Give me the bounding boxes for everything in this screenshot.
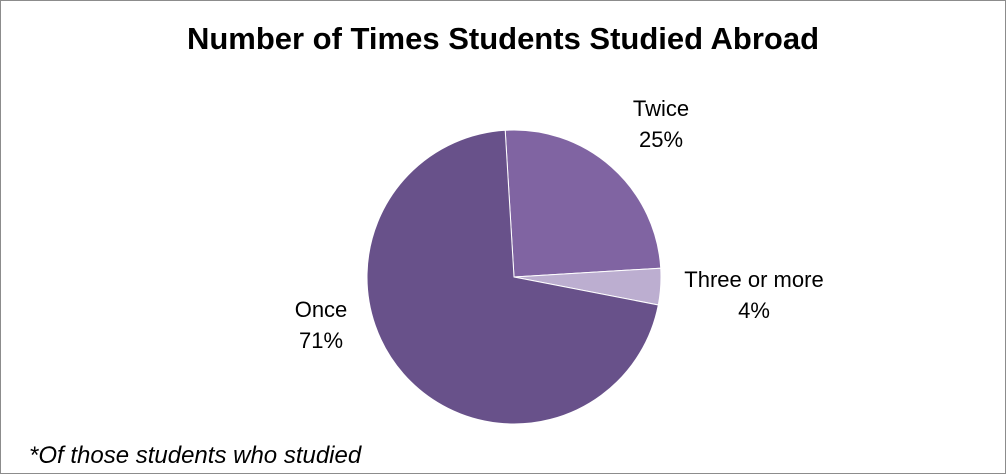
slice-value: 71% [298,328,344,353]
slice-value: 4% [738,298,770,323]
slice-label-twice: Twice 25% [606,93,716,155]
pie-slice-twice [504,129,662,278]
chart-title: Number of Times Students Studied Abroad [186,21,820,56]
slice-name: Once [294,297,348,322]
footnote: *Of those students who studied [29,442,362,469]
slice-name: Twice [632,96,690,121]
slice-value: 25% [638,127,684,152]
slice-name: Three or more [684,267,824,292]
slice-label-once: Once 71% [271,294,371,356]
pie-slice-once [366,129,659,425]
slice-label-three-or-more: Three or more 4% [669,264,839,326]
